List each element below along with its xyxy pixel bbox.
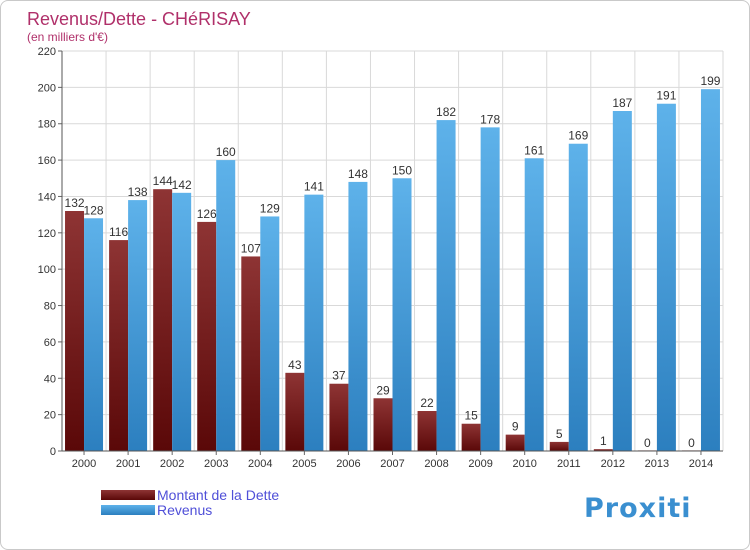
x-tick-label-2012: 2012 [601, 458, 625, 470]
logo-text: Proxiti [584, 493, 692, 524]
bar-revenue-2007 [392, 178, 412, 452]
x-tick-label-2001: 2001 [116, 458, 140, 470]
data-label-revenue-2011: 169 [568, 129, 588, 143]
x-tick-label-2007: 2007 [380, 458, 404, 470]
data-label-revenue-2003: 160 [216, 145, 236, 159]
bar-debt-2009 [461, 423, 481, 451]
bar-revenue-2014 [700, 89, 720, 451]
y-tick-label: 80 [44, 301, 56, 313]
data-label-debt-2009: 15 [464, 409, 478, 423]
bar-debt-2005 [285, 372, 305, 451]
proxiti-logo: Proxiti [584, 493, 692, 524]
bar-revenue-2001 [128, 200, 148, 451]
x-tick-label-2006: 2006 [336, 458, 360, 470]
y-tick-label: 180 [38, 119, 56, 131]
data-label-revenue-2000: 128 [84, 203, 104, 217]
bar-debt-2001 [109, 240, 129, 451]
data-label-revenue-2002: 142 [172, 178, 192, 192]
x-tick-label-2009: 2009 [468, 458, 492, 470]
data-label-debt-2014: 0 [688, 436, 695, 450]
x-tick-label-2014: 2014 [689, 458, 713, 470]
x-tick-label-2005: 2005 [292, 458, 316, 470]
data-label-debt-2000: 132 [65, 196, 85, 210]
data-label-debt-2010: 9 [512, 420, 519, 434]
data-label-revenue-2008: 182 [436, 105, 456, 119]
bar-debt-2004 [241, 256, 261, 451]
data-label-debt-2003: 126 [197, 207, 217, 221]
bar-revenue-2011 [568, 143, 588, 451]
data-label-debt-2013: 0 [644, 436, 651, 450]
data-label-revenue-2009: 178 [480, 112, 500, 126]
chart-title: Revenus/Dette - CHéRISAY [27, 9, 251, 29]
data-label-revenue-2014: 199 [700, 74, 720, 88]
data-label-debt-2002: 144 [153, 174, 173, 188]
x-tick-label-2002: 2002 [160, 458, 184, 470]
data-label-debt-2006: 37 [332, 369, 346, 383]
chart-subtitle: (en milliers d'€) [27, 30, 108, 44]
y-tick-label: 220 [38, 46, 56, 58]
y-tick-label: 40 [44, 373, 56, 385]
bar-debt-2003 [197, 221, 217, 451]
data-label-debt-2007: 29 [376, 383, 390, 397]
bar-revenue-2012 [612, 111, 632, 451]
data-label-revenue-2012: 187 [612, 96, 632, 110]
legend: Montant de la Dette Revenus [101, 487, 279, 518]
legend-label-debt: Montant de la Dette [157, 487, 279, 503]
bar-revenue-2010 [524, 158, 544, 452]
bar-debt-2010 [505, 434, 525, 451]
y-tick-label: 200 [38, 82, 56, 94]
bar-debt-2008 [417, 411, 437, 451]
y-tick-label: 120 [38, 228, 56, 240]
bar-revenue-2005 [304, 194, 324, 452]
bar-debt-2011 [549, 441, 569, 451]
bar-debt-2012 [593, 449, 613, 451]
bar-debt-2007 [373, 398, 393, 451]
x-tick-label-2010: 2010 [512, 458, 536, 470]
data-label-debt-2005: 43 [288, 358, 302, 372]
y-tick-label: 100 [38, 264, 56, 276]
y-tick-label: 60 [44, 337, 56, 349]
bar-debt-2000 [65, 211, 85, 451]
data-label-revenue-2005: 141 [304, 180, 324, 194]
data-label-revenue-2006: 148 [348, 167, 368, 181]
x-tick-label-2008: 2008 [424, 458, 448, 470]
x-tick-label-2003: 2003 [204, 458, 228, 470]
y-tick-label: 0 [50, 446, 56, 458]
legend-swatch-revenue [101, 505, 155, 515]
x-tick-label-2004: 2004 [248, 458, 272, 470]
data-label-debt-2012: 1 [600, 434, 607, 448]
data-label-revenue-2001: 138 [128, 185, 148, 199]
y-tick-label: 140 [38, 191, 56, 203]
bar-revenue-2013 [656, 103, 676, 452]
bars-layer [65, 89, 720, 452]
bar-revenue-2009 [480, 127, 500, 451]
data-label-debt-2004: 107 [241, 241, 261, 255]
bar-revenue-2004 [260, 216, 280, 451]
x-tick-label-2013: 2013 [645, 458, 669, 470]
data-label-debt-2008: 22 [420, 396, 434, 410]
bar-revenue-2000 [84, 218, 104, 451]
data-label-revenue-2007: 150 [392, 163, 412, 177]
data-label-revenue-2004: 129 [260, 201, 280, 215]
labels-layer: 1321281161381441421261601071294314137148… [65, 74, 721, 450]
data-label-revenue-2010: 161 [524, 143, 544, 157]
data-label-debt-2011: 5 [556, 427, 563, 441]
legend-swatch-debt [101, 490, 155, 500]
data-label-debt-2001: 116 [109, 225, 128, 239]
bar-debt-2006 [329, 383, 349, 451]
x-tick-label-2011: 2011 [557, 458, 581, 470]
bar-debt-2002 [153, 189, 173, 451]
data-label-revenue-2013: 191 [656, 89, 676, 103]
bar-revenue-2002 [172, 192, 192, 451]
legend-label-revenue: Revenus [157, 502, 212, 518]
bar-revenue-2006 [348, 181, 368, 451]
x-tick-label-2000: 2000 [72, 458, 96, 470]
y-tick-label: 160 [38, 155, 56, 167]
bar-revenue-2003 [216, 160, 236, 451]
y-tick-label: 20 [44, 410, 56, 422]
bar-revenue-2008 [436, 120, 456, 451]
